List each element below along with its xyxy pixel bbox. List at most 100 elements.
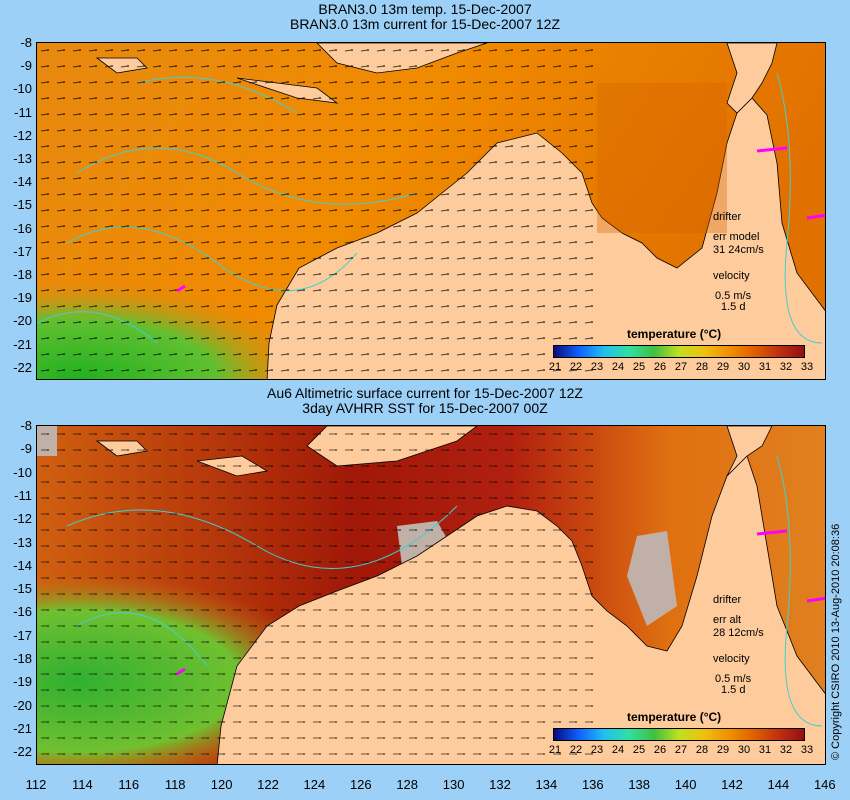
colorbar-ticks: 21 22 23 24 25 26 27 28 29 30 31 32 33 [549,361,813,375]
colorbar-tick-label: 28 [695,361,709,373]
velocity-scale: 0.5 m/s [715,673,752,685]
err-label: err alt [713,614,742,626]
y-tick-label: -18 [13,267,32,282]
y-tick-label: -14 [13,557,32,573]
y-tick-label: -16 [13,604,32,620]
err-label: err model [713,231,760,243]
y-tick-label: -9 [20,58,32,74]
y-tick-label: -12 [13,511,32,527]
y-tick-label: -8 [20,418,32,433]
cape-york-land [726,43,778,114]
x-tick-label: 144 [767,777,790,792]
y-tick-label: -22 [13,744,32,760]
y-tick-label: -20 [13,313,32,329]
y-tick-label: -13 [13,534,32,550]
x-tick-label: 116 [118,777,140,792]
colorbar-tick-label: 29 [716,744,730,756]
colorbar-tick-label: 27 [674,361,688,373]
panel2-title-line2: 3day AVHRR SST for 15-Dec-2007 00Z [302,400,548,416]
x-tick-label: 130 [442,777,465,792]
x-tick-label: 126 [349,777,372,792]
colorbar-tick-label: 32 [779,744,793,756]
x-tick-label: 136 [581,777,604,792]
x-tick-label: 118 [164,777,186,792]
observation-map-graphic [37,426,825,764]
colorbar-tick-label: 30 [737,744,751,756]
y-tick-label: -15 [13,197,32,213]
colorbar-tick-label: 31 [758,744,772,756]
err-values: 31 24cm/s [713,244,764,256]
x-tick-label: 128 [396,777,419,792]
y-tick-label: -17 [13,627,32,643]
colorbar-tick-label: 30 [737,361,751,373]
velocity-label: velocity [713,653,750,665]
colorbar-tick-label: 21 [548,361,562,373]
model-temperature-map: drifter err model 31 24cm/s velocity 0.5… [36,42,826,380]
x-tick-label: 140 [674,777,697,792]
y-tick-label: -12 [13,127,32,143]
y-tick-label: -11 [14,487,32,503]
colorbar [553,345,805,358]
y-tick-label: -22 [13,359,32,375]
y-tick-label: -17 [13,243,32,259]
colorbar-tick-label: 28 [695,744,709,756]
colorbar-tick-label: 22 [569,744,583,756]
y-tick-label: -20 [13,697,32,713]
y-tick-label: -8 [20,35,32,50]
x-tick-label: 138 [628,777,651,792]
colorbar-ticks: 21 22 23 24 25 26 27 28 29 30 31 32 33 [549,744,813,758]
colorbar-tick-label: 23 [590,361,604,373]
colorbar-tick-label: 32 [779,361,793,373]
drifter-label: drifter [713,594,742,606]
colorbar-tick-label: 31 [758,361,772,373]
colorbar-title: temperature (°C) [627,327,722,341]
x-tick-label: 124 [303,777,326,792]
velocity-label: velocity [713,270,750,282]
y-tick-label: -10 [13,81,32,97]
err-values: 28 12cm/s [713,627,764,639]
y-tick-label: -18 [13,651,32,666]
colorbar-tick-label: 33 [800,744,814,756]
velocity-duration: 1.5 d [721,301,746,313]
y-tick-label: -14 [13,174,32,190]
colorbar-tick-label: 25 [632,361,646,373]
y-tick-label: -9 [20,441,32,457]
colorbar-tick-label: 26 [653,361,667,373]
drifter-label: drifter [713,211,742,223]
y-tick-label: -16 [13,220,32,236]
copyright: © Copyright CSIRO 2010 13-Aug-2010 20:08… [830,523,842,760]
x-tick-label: 114 [72,777,93,792]
x-tick-label: 132 [489,777,511,792]
colorbar-tick-label: 26 [653,744,667,756]
y-tick-label: -19 [13,290,32,306]
colorbar-tick-label: 24 [611,744,625,756]
cape-york-land-obs [726,426,773,477]
y-tick-label: -10 [13,464,32,480]
y-tick-label: -15 [13,581,32,597]
x-tick-label: 122 [257,777,279,792]
model-map-graphic [37,43,825,379]
y-tick-label: -11 [14,104,32,120]
x-tick-label: 112 [25,777,47,792]
colorbar-tick-label: 25 [632,744,646,756]
x-tick-label: 120 [210,777,233,792]
colorbar-title: temperature (°C) [627,710,722,724]
y-tick-label: -21 [13,336,32,352]
x-tick-label: 146 [813,777,836,792]
colorbar-tick-label: 27 [674,744,688,756]
colorbar-tick-label: 23 [590,744,604,756]
colorbar-tick-label: 33 [800,361,814,373]
colorbar-tick-label: 24 [611,361,625,373]
velocity-scale: 0.5 m/s [715,290,752,302]
y-tick-label: -19 [13,674,32,690]
colorbar [553,728,805,741]
velocity-duration: 1.5 d [721,684,746,696]
x-tick-label: 142 [721,777,743,792]
panel2-title-line1: Au6 Altimetric surface current for 15-De… [267,385,583,401]
observation-temperature-map: drifter err alt 28 12cm/s velocity 0.5 m… [36,425,826,765]
x-tick-label: 134 [535,777,558,792]
y-tick-label: -21 [13,720,32,736]
y-tick-label: -13 [13,151,32,166]
panel1-title-line2: BRAN3.0 13m current for 15-Dec-2007 12Z [289,16,560,32]
colorbar-tick-label: 29 [716,361,730,373]
